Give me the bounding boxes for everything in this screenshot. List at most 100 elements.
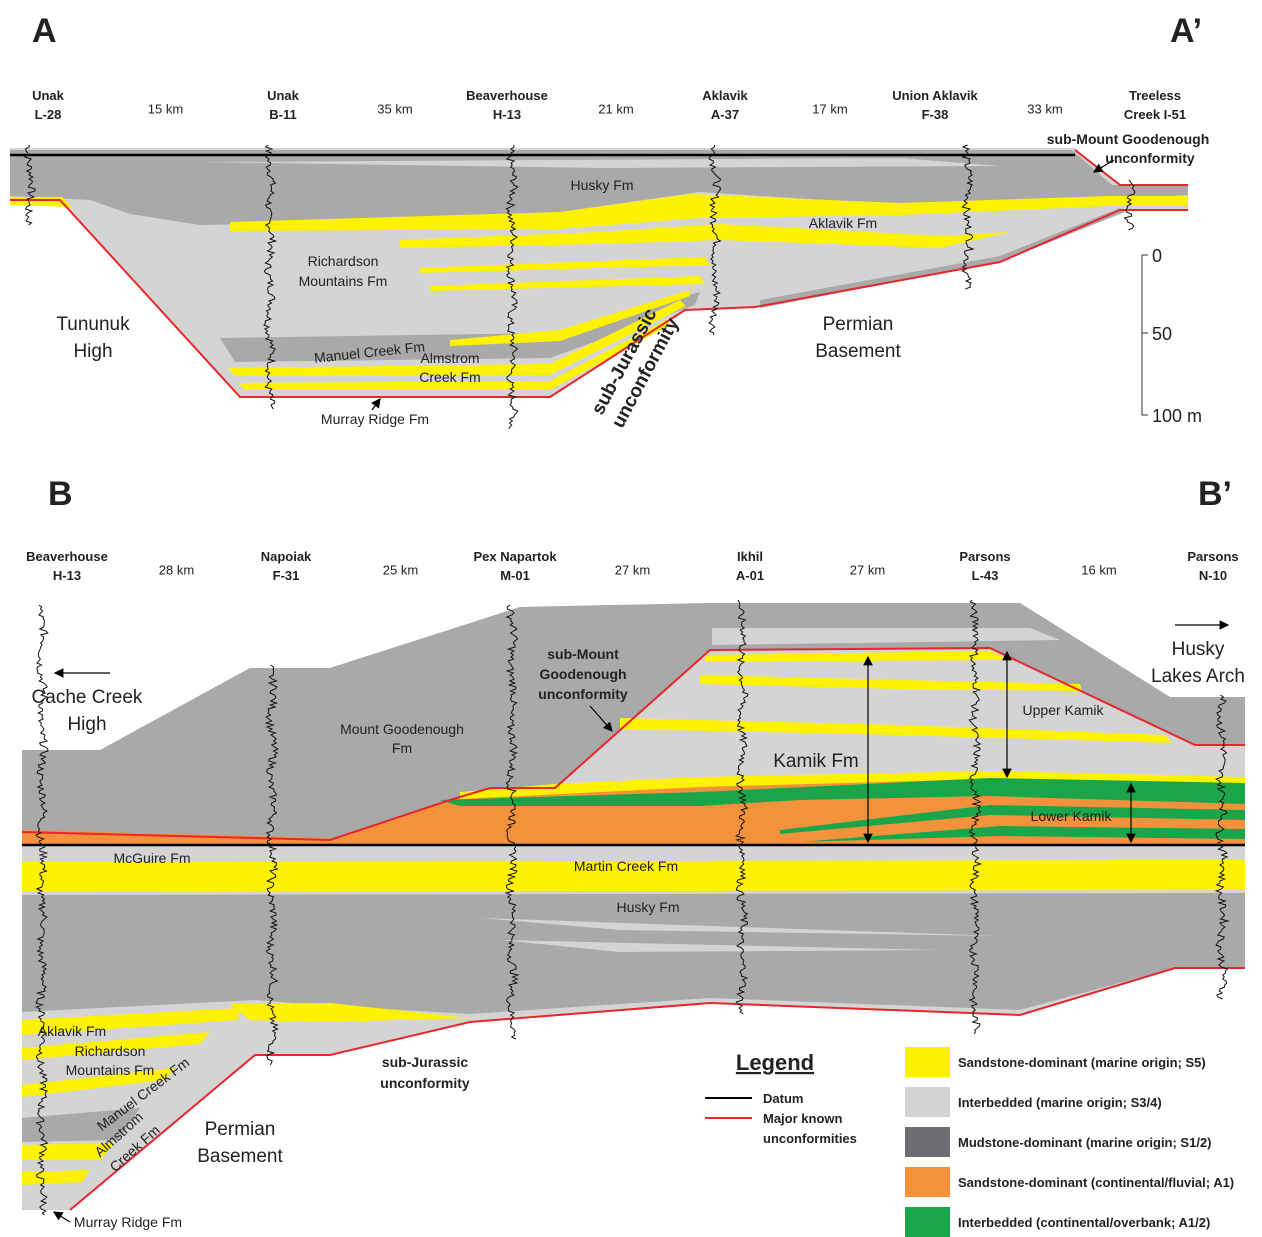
well-distance: 28 km [159, 563, 194, 578]
well-id: A-37 [711, 107, 739, 122]
annotation: Lakes Arch [1151, 666, 1245, 687]
unit-label: Mount Goodenough [340, 721, 464, 737]
section-label: B [48, 475, 73, 513]
scale-label: 100 m [1152, 406, 1202, 426]
pointer-arrow [372, 399, 380, 410]
well-id: L-28 [35, 107, 62, 122]
annotation: unconformity [538, 686, 628, 702]
unit-label: Upper Kamik [1023, 702, 1105, 718]
unit-label: Murray Ridge Fm [74, 1214, 182, 1230]
annotation: Permian [205, 1119, 276, 1140]
unit-label: Creek Fm [419, 369, 480, 385]
legend-swatch [905, 1207, 950, 1237]
well-name: Unak [267, 88, 300, 103]
well-name: Napoiak [261, 549, 312, 564]
well-id: B-11 [269, 107, 296, 122]
legend-label: Interbedded (continental/overbank; A1/2) [958, 1215, 1210, 1230]
well-distance: 33 km [1027, 102, 1062, 117]
annotation: Husky [1172, 639, 1225, 660]
legend-title: Legend [736, 1050, 814, 1075]
well-name: Beaverhouse [466, 88, 548, 103]
annotation: Permian [823, 314, 894, 335]
unit-label: Richardson [75, 1043, 146, 1059]
well-name: Ikhil [737, 549, 763, 564]
well-distance: 27 km [850, 563, 885, 578]
legend-label: Mudstone-dominant (marine origin; S1/2) [958, 1135, 1212, 1150]
well-id: A-01 [736, 568, 764, 583]
well-id: H-13 [493, 107, 521, 122]
unit-label: Richardson [308, 253, 379, 269]
legend-line-label: unconformities [763, 1131, 857, 1146]
well-id: H-13 [53, 568, 81, 583]
well-distance: 16 km [1081, 563, 1116, 578]
section-label: A [32, 12, 57, 50]
section-a: A A’ Unak L-28 Unak B-11 Beaverhouse H-13 Akla… [10, 12, 1209, 432]
well-distance: 15 km [148, 102, 183, 117]
annotation: unconformity [1105, 150, 1195, 166]
legend: Legend Datum Major known unconformities San… [705, 1047, 1234, 1237]
unit-label: Fm [392, 740, 412, 756]
well-name: Treeless [1129, 88, 1181, 103]
well-id: F-38 [922, 107, 949, 122]
well-name: Pex Napartok [473, 549, 557, 564]
annotation: sub-Jurassic [382, 1054, 469, 1070]
well-headers: Unak L-28 Unak B-11 Beaverhouse H-13 Aklavik A-… [32, 88, 1186, 122]
legend-label: Sandstone-dominant (continental/fluvial;… [958, 1175, 1234, 1190]
well-distance: 35 km [377, 102, 412, 117]
well-name: Beaverhouse [26, 549, 108, 564]
unit-label: Aklavik Fm [38, 1023, 106, 1039]
legend-swatch [905, 1047, 950, 1077]
well-name: Parsons [1187, 549, 1238, 564]
annotation: sub-Mount [547, 646, 619, 662]
legend-label: Interbedded (marine origin; S3/4) [958, 1095, 1162, 1110]
legend-line-label: Datum [763, 1091, 803, 1106]
annotation: Tununuk [56, 314, 130, 335]
well-headers: Beaverhouse H-13 Napoiak F-31 Pex Napartok M-… [26, 549, 1238, 583]
section-label: A’ [1170, 12, 1202, 50]
well-distance: 27 km [615, 563, 650, 578]
annotation: High [67, 714, 106, 735]
legend-swatch [905, 1127, 950, 1157]
well-id: F-31 [273, 568, 300, 583]
unit-label: McGuire Fm [114, 850, 191, 866]
annotation: Cache Creek [32, 687, 143, 708]
pointer-arrow [54, 1212, 70, 1222]
legend-swatch [905, 1087, 950, 1117]
well-id: N-10 [1199, 568, 1227, 583]
well-name: Union Aklavik [892, 88, 978, 103]
well-name: Parsons [959, 549, 1010, 564]
unit-label: Husky Fm [571, 177, 634, 193]
unit-label: Almstrom [420, 350, 479, 366]
well-distance: 21 km [598, 102, 633, 117]
section-label: B’ [1198, 475, 1232, 513]
scale-bar [1142, 255, 1148, 415]
annotation: Goodenough [539, 666, 626, 682]
section-b: B B’ Beaverhouse H-13 Napoiak F-31 Pex Napar… [22, 475, 1245, 1230]
unit-label: Lower Kamik [1031, 808, 1113, 824]
unit-label: Mountains Fm [66, 1062, 155, 1078]
unit-label: Mountains Fm [299, 273, 388, 289]
scale-label: 50 [1152, 324, 1172, 344]
well-id: L-43 [972, 568, 999, 583]
well-name: Unak [32, 88, 65, 103]
annotation: unconformity [380, 1075, 470, 1091]
cross-section-figure: A A’ Unak L-28 Unak B-11 Beaverhouse H-13 Akla… [0, 0, 1262, 1237]
well-distance: 17 km [812, 102, 847, 117]
well-id: Creek I-51 [1124, 107, 1186, 122]
annotation: High [73, 341, 112, 362]
unit-label: Aklavik Fm [809, 215, 877, 231]
annotation: sub-Mount Goodenough [1047, 131, 1210, 147]
well-name: Aklavik [702, 88, 748, 103]
annotation: Basement [197, 1146, 283, 1167]
unit-label: Martin Creek Fm [574, 858, 678, 874]
unit-label: Husky Fm [617, 899, 680, 915]
legend-label: Sandstone-dominant (marine origin; S5) [958, 1055, 1206, 1070]
annotation: Basement [815, 341, 901, 362]
well-distance: 25 km [383, 563, 418, 578]
legend-line-label: Major known [763, 1111, 843, 1126]
well-id: M-01 [500, 568, 530, 583]
scale-label: 0 [1152, 246, 1162, 266]
unit-label: Kamik Fm [773, 751, 859, 772]
unit-label: Murray Ridge Fm [321, 411, 429, 427]
legend-swatch [905, 1167, 950, 1197]
